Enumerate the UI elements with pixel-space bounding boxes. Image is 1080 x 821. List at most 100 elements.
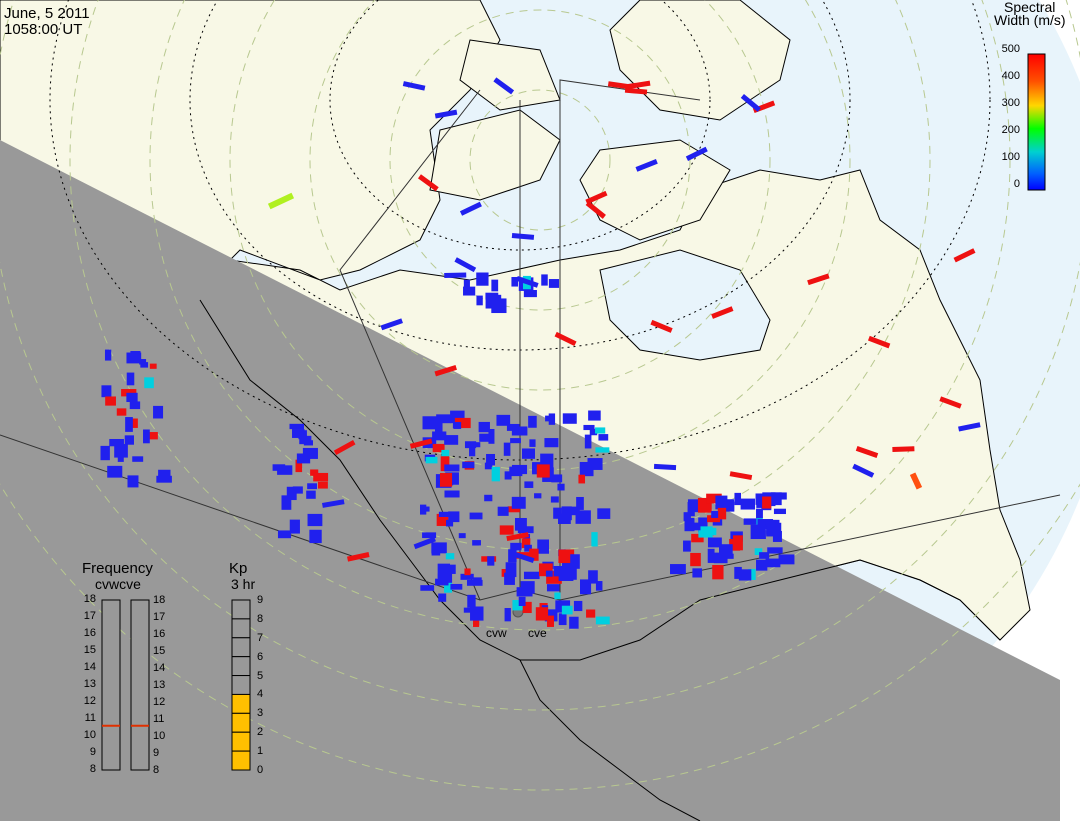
echo-cell [470, 606, 484, 621]
colorbar-title-1: Spectral [1004, 0, 1056, 15]
echo-cell [712, 564, 724, 580]
echo-cell [514, 517, 527, 531]
echo-cell [635, 158, 658, 172]
echo-cell [307, 513, 323, 527]
echo-cell [588, 410, 601, 421]
echo-cell [504, 471, 512, 480]
echo-cell [551, 474, 563, 483]
echo-cell [469, 512, 483, 520]
echo-cell [434, 422, 443, 434]
echo-cell [432, 431, 447, 441]
echo-cell [143, 429, 150, 444]
echo-cell [867, 335, 891, 349]
echo-cell [100, 445, 110, 461]
echo-cell [440, 564, 456, 574]
echo-cell [523, 289, 537, 298]
echo-cell [711, 306, 734, 319]
echo-cell [670, 564, 686, 575]
echo-cell [126, 392, 138, 403]
echo-cell [289, 519, 300, 534]
frequency-tick: 9 [89, 746, 96, 758]
echo-cell [732, 535, 743, 551]
spectral-width-colorbar [1027, 53, 1046, 191]
echo-cell [420, 585, 435, 591]
echo-cell [140, 362, 149, 368]
echo-cell [507, 506, 520, 513]
echo-cell [766, 528, 774, 535]
echo-cell [909, 472, 923, 490]
echo-cell [712, 519, 723, 526]
echo-cell [439, 473, 453, 487]
echo-cell [296, 453, 311, 464]
echo-cell [575, 510, 591, 524]
time-label: 1058:00 UT [4, 21, 83, 38]
echo-cell [473, 619, 480, 627]
echo-cell [298, 430, 307, 440]
echo-cell [445, 553, 455, 560]
echo-cell [773, 508, 786, 515]
echo-cell [109, 438, 124, 447]
echo-cell [713, 552, 728, 564]
echo-cell [595, 427, 606, 434]
echo-cell [523, 571, 540, 580]
echo-cell [595, 616, 610, 625]
kp-tick: 8 [257, 612, 264, 625]
frequency-tick: 12 [153, 696, 166, 708]
echo-cell [576, 496, 584, 510]
echo-cell [472, 540, 481, 546]
echo-cell [558, 613, 567, 626]
echo-cell [535, 607, 549, 621]
kp-cell [231, 656, 251, 677]
echo-cell [333, 439, 356, 455]
land-baffin [579, 139, 731, 241]
kp-cell [231, 712, 251, 733]
kp-tick: 0 [257, 764, 264, 776]
echo-cell [437, 573, 453, 583]
echo-cell [479, 433, 490, 442]
echo-cell [425, 456, 438, 464]
echo-cell [754, 548, 763, 555]
frequency-tick: 14 [153, 662, 166, 674]
echo-cell [124, 435, 134, 445]
echo-cell [767, 547, 783, 554]
echo-cell [528, 415, 537, 428]
frequency-tick: 15 [153, 645, 166, 657]
echo-cell [322, 499, 345, 508]
echo-cell [738, 569, 752, 581]
latitude-grid [0, 0, 1080, 791]
echo-cell [347, 552, 370, 562]
kp-cell [231, 637, 251, 658]
echo-cell [743, 518, 758, 525]
echo-cell [537, 539, 549, 554]
echo-cell [466, 579, 483, 586]
echo-cell [307, 483, 318, 490]
echo-cell [579, 461, 594, 477]
echo-cell [591, 532, 598, 547]
echo-cell [627, 80, 651, 89]
echo-cell [523, 450, 535, 457]
echo-cell [573, 600, 583, 612]
echo-group [100, 77, 981, 629]
echo-cell [510, 438, 521, 444]
echo-cell [589, 428, 598, 436]
echo-cell [127, 475, 139, 488]
colorbar-title-2: Width (m/s) [994, 12, 1066, 28]
echo-cell [516, 587, 533, 597]
frequency-tick: 17 [83, 610, 96, 622]
echo-cell [595, 581, 603, 591]
echo-cell [584, 434, 592, 449]
echo-cell [561, 559, 575, 571]
frequency-tick: 9 [153, 747, 160, 759]
echo-cell [499, 525, 514, 535]
night-shading [0, 140, 1060, 821]
kp-tick: 5 [257, 669, 264, 682]
echo-cell [299, 435, 312, 445]
radar-label-east: cve [528, 626, 547, 640]
echo-cell [486, 453, 496, 466]
frequency-subtitle: cvwcve [95, 576, 141, 592]
kp-subtitle: 3 hr [231, 576, 256, 592]
echo-cell [765, 558, 781, 568]
echo-cell [491, 466, 500, 482]
echo-cell [687, 501, 695, 517]
